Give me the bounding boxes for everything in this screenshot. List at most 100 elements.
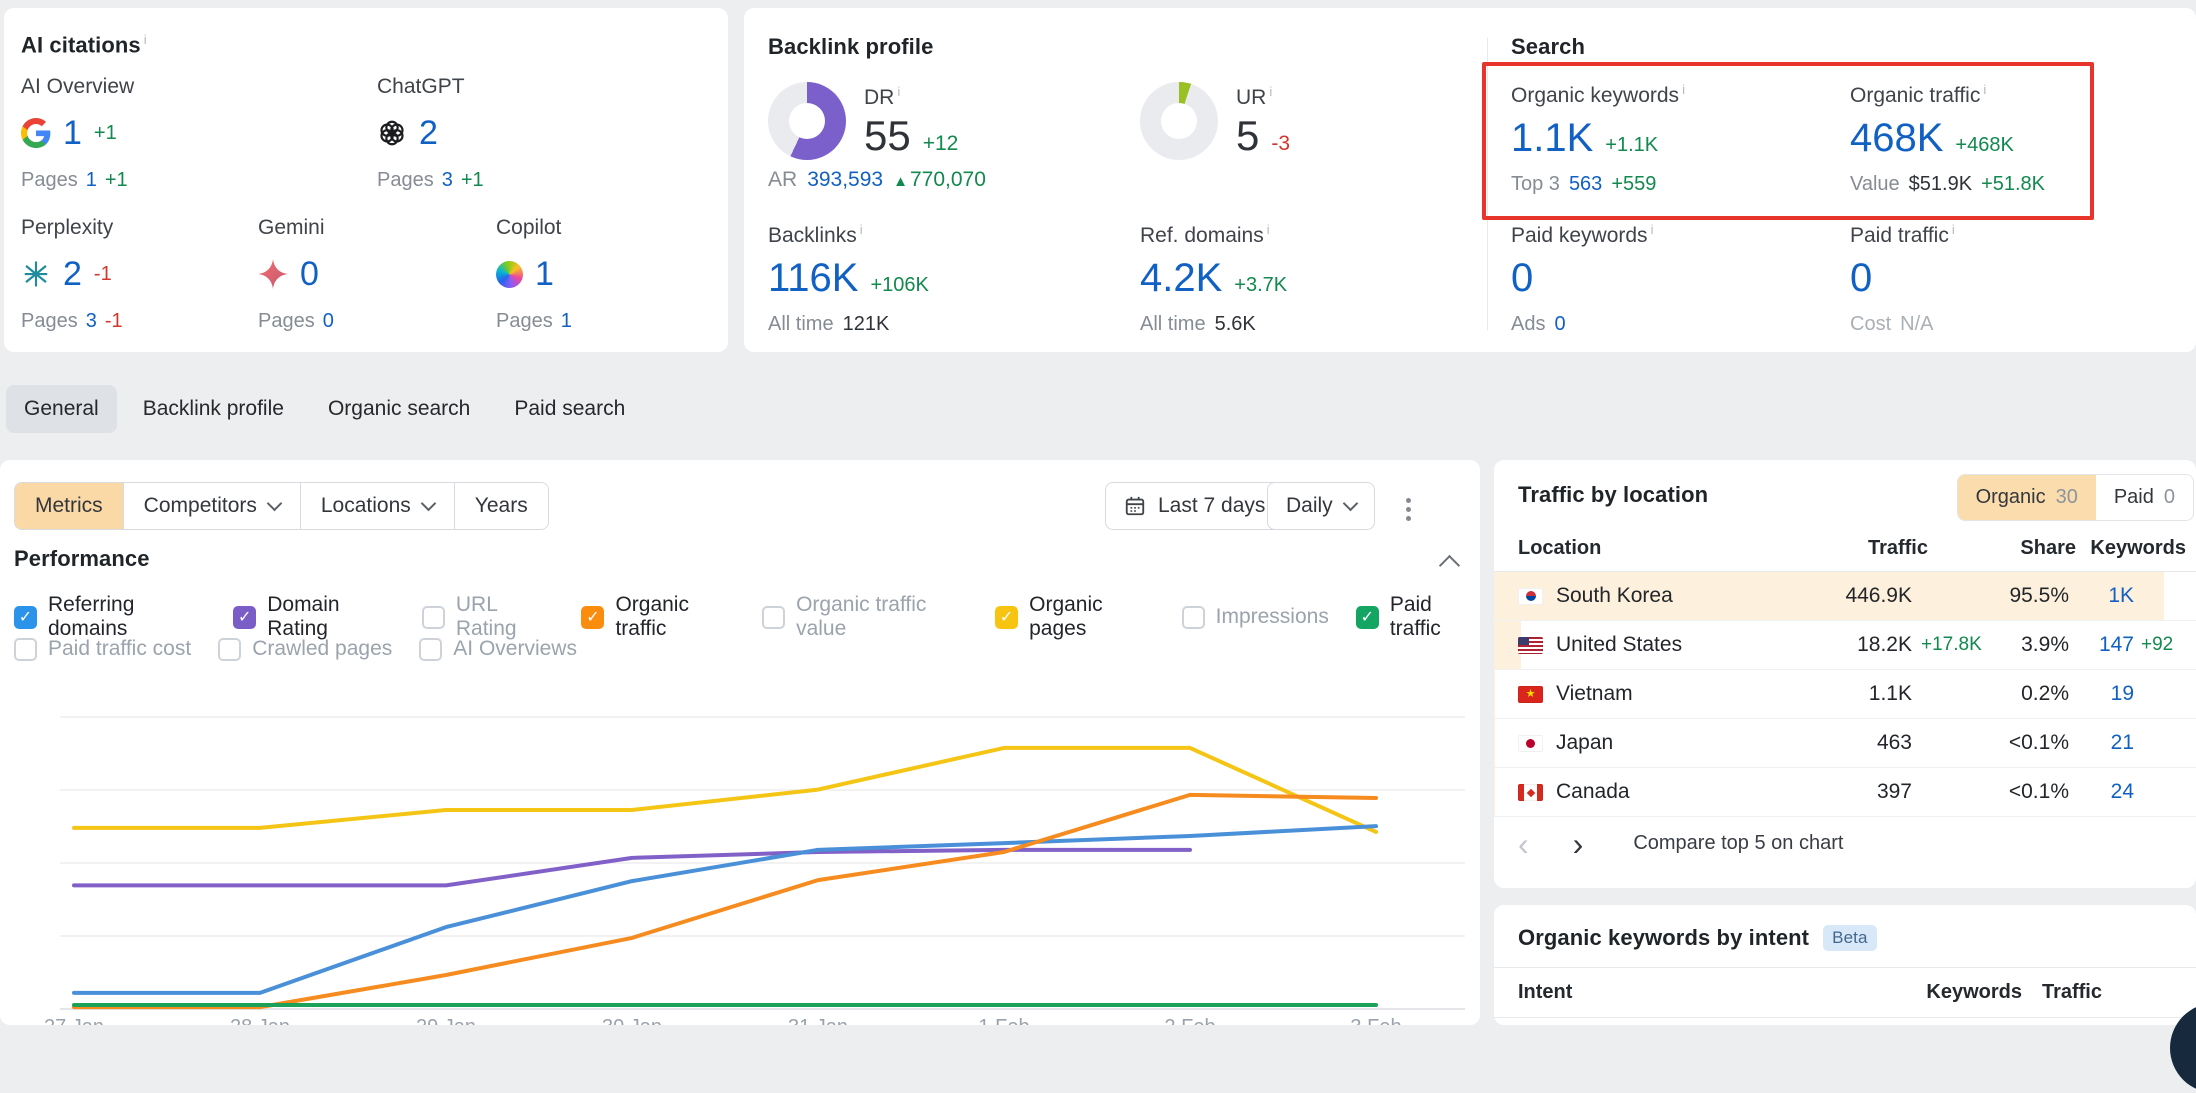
organic-traffic-value[interactable]: 468K: [1850, 116, 1944, 160]
tab-organic-search[interactable]: Organic search: [327, 397, 471, 420]
keywords-link[interactable]: 19: [2110, 682, 2134, 705]
keywords-link[interactable]: 21: [2110, 731, 2134, 754]
competitors-filter-button[interactable]: Competitors: [122, 483, 300, 529]
performance-metric[interactable]: Impressions: [1181, 605, 1329, 629]
years-filter-button[interactable]: Years: [453, 483, 548, 529]
alltime-label: All time: [768, 313, 834, 335]
toggle-organic[interactable]: Organic 30: [1957, 475, 2096, 520]
dr-delta: +12: [922, 132, 959, 155]
pages-delta: +1: [104, 169, 128, 191]
pages-count[interactable]: 3: [85, 310, 97, 332]
performance-metric[interactable]: Paid traffic cost: [14, 637, 191, 661]
backlinks-delta: +106K: [870, 274, 929, 296]
citation-count[interactable]: 2: [63, 254, 82, 293]
metric-checkbox-row: Referring domains Domain Rating URL Rati…: [14, 593, 1480, 641]
keywords-link[interactable]: 24: [2110, 780, 2134, 803]
header-location[interactable]: Location: [1518, 537, 1602, 559]
backlinks-value[interactable]: 116K: [768, 256, 859, 300]
locations-filter-button[interactable]: Locations: [299, 483, 454, 529]
citation-count[interactable]: 0: [300, 254, 319, 293]
location-row[interactable]: Vietnam 1.1K 0.2% 19: [1494, 670, 2196, 719]
header-traffic[interactable]: Traffic: [2041, 981, 2102, 1003]
collapse-section-chevron-icon[interactable]: [1438, 554, 1461, 577]
traffic-by-location-card: Traffic by location Organic 30 Paid 0 Loca…: [1494, 460, 2196, 888]
header-keywords[interactable]: Keywords: [1926, 981, 2022, 1003]
performance-metric[interactable]: Crawled pages: [218, 637, 392, 661]
checkbox-icon: [233, 605, 257, 629]
performance-metric[interactable]: Domain Rating: [233, 593, 395, 641]
location-row[interactable]: Japan 463 <0.1% 21: [1494, 719, 2196, 768]
toggle-paid[interactable]: Paid 0: [2095, 475, 2193, 520]
info-icon[interactable]: i: [1650, 222, 1654, 237]
prev-page-chevron-icon[interactable]: ‹: [1518, 825, 1529, 862]
granularity-button[interactable]: Daily: [1267, 482, 1375, 530]
ar-value[interactable]: 393,593: [807, 168, 884, 191]
ads-value[interactable]: 0: [1554, 313, 1566, 335]
ai-source-label: Gemini: [258, 216, 325, 239]
top3-value[interactable]: 563: [1568, 173, 1603, 195]
info-icon[interactable]: i: [859, 222, 863, 237]
location-row[interactable]: Canada 397 <0.1% 24: [1494, 768, 2196, 817]
openai-icon: [380, 120, 404, 146]
info-icon[interactable]: i: [1951, 222, 1955, 237]
info-icon[interactable]: i: [897, 84, 901, 99]
performance-metric[interactable]: Organic pages: [995, 593, 1155, 641]
copilot-stat: Copilot 1 Pages 1: [496, 216, 726, 333]
pages-count[interactable]: 0: [322, 310, 334, 332]
keywords-link[interactable]: 1K: [2108, 584, 2134, 607]
checkbox-icon: [581, 605, 605, 629]
backlinks-stat: Backlinks i 116K +106K All time 121K: [768, 222, 1098, 336]
perplexity-stat: Perplexity 2 -1 Pages 3 -1: [21, 216, 251, 333]
organic-keywords-value[interactable]: 1.1K: [1511, 116, 1594, 160]
header-traffic[interactable]: Traffic: [1867, 537, 1928, 559]
performance-metric[interactable]: Referring domains: [14, 593, 206, 641]
paid-keywords-value[interactable]: 0: [1511, 256, 1534, 300]
compare-top5-link[interactable]: Compare top 5 on chart: [1633, 832, 1844, 854]
performance-metric[interactable]: Organic traffic value: [762, 593, 968, 641]
svg-text:3 Feb: 3 Feb: [1350, 1016, 1401, 1025]
next-page-chevron-icon[interactable]: ›: [1572, 825, 1584, 862]
tab-general[interactable]: General: [6, 385, 117, 433]
pages-count[interactable]: 3: [441, 169, 453, 191]
citation-count[interactable]: 2: [419, 113, 438, 152]
performance-metric[interactable]: Paid traffic: [1355, 593, 1480, 641]
header-keywords[interactable]: Keywords: [2090, 537, 2186, 559]
location-row[interactable]: United States 18.2K +17.8K 3.9% 147 +92: [1494, 621, 2196, 670]
paid-traffic-value[interactable]: 0: [1850, 256, 1873, 300]
citation-count[interactable]: 1: [63, 113, 82, 152]
share-bar: [1494, 768, 1495, 816]
checkbox-icon: [14, 605, 37, 629]
performance-metric[interactable]: URL Rating: [421, 593, 555, 641]
metrics-filter-button[interactable]: Metrics: [15, 483, 123, 529]
checkbox-icon: [995, 605, 1019, 629]
header-share[interactable]: Share: [2020, 537, 2076, 559]
pages-count[interactable]: 1: [85, 169, 97, 191]
performance-metric[interactable]: AI Overviews: [419, 637, 577, 661]
dr-label: DR i: [864, 84, 901, 109]
pages-count[interactable]: 1: [560, 310, 572, 332]
performance-line-chart[interactable]: 27 Jan 28 Jan 29 Jan 30 Jan 31 Jan 1 Feb 2 Feb…: [0, 460, 1480, 1025]
paid-keywords-label: Paid keywords i: [1511, 222, 1654, 247]
tab-paid-search[interactable]: Paid search: [514, 397, 626, 420]
info-icon[interactable]: i: [1983, 82, 1987, 97]
performance-metric[interactable]: Organic traffic: [581, 593, 735, 641]
share-bar: [1494, 621, 1522, 669]
tab-backlink-profile[interactable]: Backlink profile: [142, 397, 284, 420]
location-row[interactable]: South Korea 446.9K 95.5% 1K: [1494, 572, 2196, 621]
search-title: Search: [1511, 34, 1585, 59]
info-icon[interactable]: i: [1682, 82, 1685, 97]
more-options-menu[interactable]: [1400, 492, 1417, 527]
ref-domains-value[interactable]: 4.2K: [1140, 256, 1223, 300]
citation-count[interactable]: 1: [535, 254, 554, 293]
header-intent[interactable]: Intent: [1518, 981, 1573, 1003]
info-icon[interactable]: i: [1269, 84, 1273, 99]
up-triangle-icon: [893, 168, 910, 191]
keywords-link[interactable]: 147: [2098, 633, 2134, 656]
info-icon[interactable]: i: [143, 32, 147, 47]
share-value: <0.1%: [2008, 780, 2069, 803]
share-bar: [1494, 670, 1496, 718]
ads-label: Ads: [1511, 313, 1546, 335]
top3-delta: +559: [1611, 173, 1657, 195]
vietnam-flag-icon: [1518, 685, 1543, 703]
info-icon[interactable]: i: [1266, 222, 1270, 237]
